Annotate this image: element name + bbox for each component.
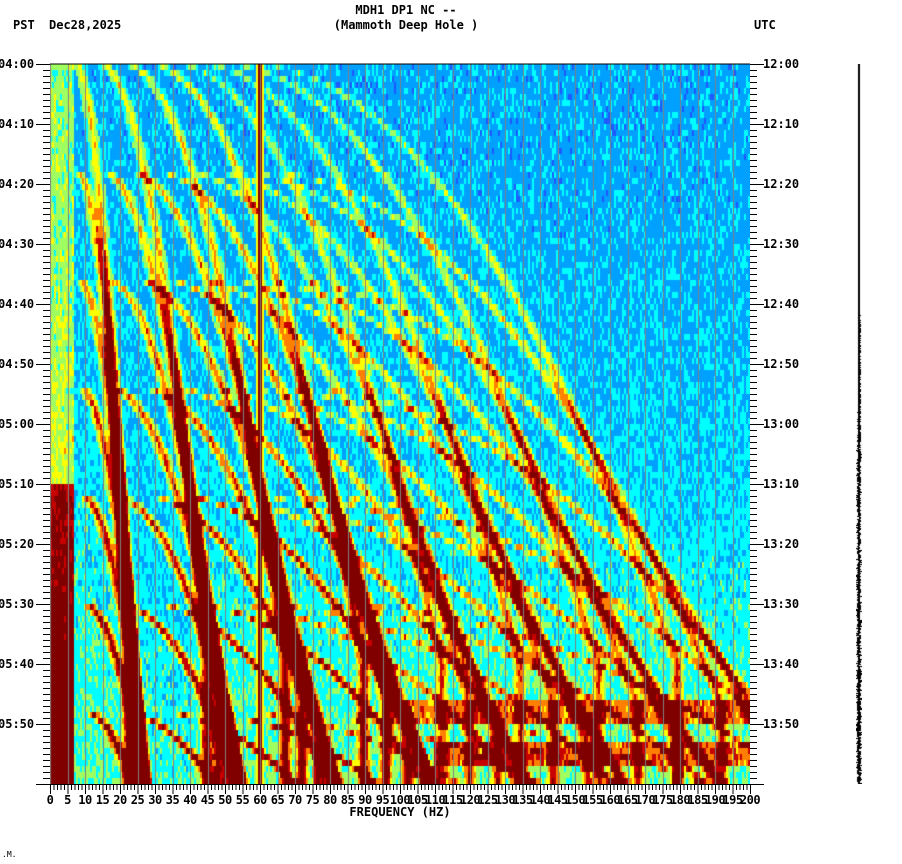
station-location: (Mammoth Deep Hole ) [333, 18, 479, 32]
y-tick-label-pst: 04:10 [0, 117, 35, 131]
x-tick-label: 30 [148, 793, 162, 807]
x-tick-label: 95 [375, 793, 390, 807]
x-tick-label: 65 [270, 793, 285, 807]
x-tick-label: 40 [183, 793, 197, 807]
y-tick-label-utc: 13:30 [763, 597, 800, 611]
x-tick-label: 180 [669, 793, 691, 807]
y-tick-label-pst: 05:20 [0, 537, 35, 551]
x-tick-label: 55 [235, 793, 250, 807]
y-tick-label-utc: 13:10 [763, 477, 800, 491]
x-tick-label: 115 [442, 793, 463, 807]
y-tick-label-utc: 13:00 [763, 417, 800, 431]
date-label: Dec28,2025 [49, 18, 122, 32]
x-tick-label: 145 [547, 793, 568, 807]
x-tick-label: 200 [739, 793, 761, 807]
x-tick-label: 195 [722, 793, 743, 807]
x-tick-label: 130 [494, 793, 516, 807]
footer-mark: .M. [2, 850, 17, 859]
x-tick-label: 60 [253, 793, 267, 807]
x-tick-label: 20 [113, 793, 127, 807]
x-tick-label: 35 [165, 793, 180, 807]
x-tick-label: 110 [424, 793, 446, 807]
y-tick-label-pst: 04:20 [0, 177, 35, 191]
x-tick-label: 165 [617, 793, 638, 807]
spectrogram-heatmap [50, 64, 750, 784]
y-tick-label-utc: 13:40 [763, 657, 800, 671]
x-tick-label: 105 [407, 793, 428, 807]
y-tick-label-pst: 05:40 [0, 657, 35, 671]
x-tick-label: 90 [358, 793, 372, 807]
y-tick-label-utc: 13:50 [763, 717, 800, 731]
station-title: MDH1 DP1 NC -- [355, 3, 457, 17]
x-tick-label: 85 [340, 793, 355, 807]
x-tick-label: 80 [323, 793, 337, 807]
x-tick-label: 120 [459, 793, 481, 807]
x-tick-label: 5 [64, 793, 71, 807]
y-tick-label-pst: 04:30 [0, 237, 35, 251]
y-tick-label-pst: 05:00 [0, 417, 35, 431]
x-tick-label: 125 [477, 793, 498, 807]
y-tick-label-pst: 04:50 [0, 357, 35, 371]
y-tick-label-utc: 13:20 [763, 537, 800, 551]
y-tick-label-pst: 05:50 [0, 717, 35, 731]
y-tick-label-utc: 12:50 [763, 357, 800, 371]
y-tick-label-pst: 04:40 [0, 297, 35, 311]
x-tick-label: 135 [512, 793, 533, 807]
y-tick-label-utc: 12:00 [763, 57, 800, 71]
x-tick-label: 75 [305, 793, 320, 807]
x-tick-label: 25 [130, 793, 145, 807]
left-timezone-label: PST [13, 18, 35, 32]
x-tick-label: 45 [200, 793, 215, 807]
x-axis-title: FREQUENCY (HZ) [349, 805, 451, 819]
x-tick-label: 50 [218, 793, 232, 807]
x-tick-label: 15 [95, 793, 110, 807]
x-tick-label: 70 [288, 793, 302, 807]
x-tick-label: 140 [529, 793, 551, 807]
y-tick-label-utc: 12:10 [763, 117, 800, 131]
x-tick-label: 100 [389, 793, 411, 807]
x-tick-label: 160 [599, 793, 621, 807]
right-timezone-label: UTC [754, 18, 776, 32]
y-tick-label-pst: 04:00 [0, 57, 35, 71]
x-tick-label: 185 [687, 793, 708, 807]
x-tick-label: 10 [78, 793, 92, 807]
y-tick-label-utc: 12:30 [763, 237, 800, 251]
y-tick-label-utc: 12:20 [763, 177, 800, 191]
x-tick-label: 150 [564, 793, 586, 807]
x-tick-label: 190 [704, 793, 726, 807]
y-tick-label-pst: 05:10 [0, 477, 35, 491]
seismogram-trace [856, 64, 862, 784]
x-tick-label: 175 [652, 793, 673, 807]
x-tick-label: 155 [582, 793, 603, 807]
y-tick-label-utc: 12:40 [763, 297, 800, 311]
x-tick-label: 0 [46, 793, 54, 807]
y-tick-label-pst: 05:30 [0, 597, 35, 611]
x-tick-label: 170 [634, 793, 656, 807]
